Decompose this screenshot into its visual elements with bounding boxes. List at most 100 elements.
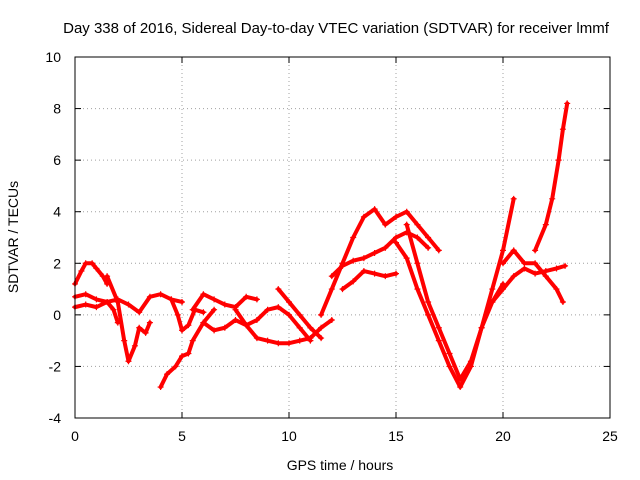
y-axis-label: SDTVAR / TECUs	[5, 181, 21, 293]
data-point	[500, 260, 506, 267]
data-point	[200, 291, 207, 298]
data-point	[275, 340, 282, 347]
data-point	[157, 291, 164, 298]
data-point	[435, 247, 442, 254]
data-point	[553, 286, 560, 293]
data-point	[164, 371, 171, 378]
series-trace-5	[157, 306, 218, 391]
data-point	[360, 268, 367, 275]
data-point	[489, 298, 496, 305]
data-point	[457, 376, 464, 383]
data-point	[532, 260, 539, 267]
data-point	[435, 337, 442, 344]
data-point	[425, 298, 432, 305]
data-point	[371, 206, 378, 213]
data-point	[510, 273, 517, 280]
data-point	[264, 337, 271, 344]
data-point	[564, 100, 571, 107]
data-point	[221, 324, 228, 331]
series-trace-line	[533, 101, 570, 253]
data-point	[211, 327, 218, 334]
y-tick-label: 0	[53, 307, 61, 323]
data-point	[350, 257, 357, 264]
x-tick-labels: 0 5 10 15 20 25	[71, 428, 618, 444]
data-point	[189, 306, 196, 313]
data-point	[200, 319, 207, 326]
x-tick-label: 15	[388, 428, 404, 444]
series-trace-17	[489, 262, 569, 305]
y-tick-label: 8	[53, 101, 61, 117]
data-point	[382, 273, 389, 280]
data-point	[350, 234, 357, 241]
data-point	[393, 234, 399, 241]
data-point	[189, 337, 196, 344]
data-point	[89, 260, 96, 267]
data-point	[275, 304, 282, 311]
y-tick-label: -2	[49, 358, 62, 374]
data-point	[93, 296, 100, 303]
data-point	[549, 195, 556, 202]
data-point	[286, 340, 292, 347]
data-point	[371, 270, 378, 277]
data-point	[328, 273, 335, 280]
data-point	[82, 301, 89, 308]
data-point	[328, 317, 335, 324]
data-point	[307, 324, 314, 331]
data-point	[142, 329, 149, 336]
data-point	[446, 363, 453, 370]
series-trace-line	[158, 307, 217, 390]
data-point	[125, 358, 132, 365]
y-tick-label: 10	[45, 49, 61, 65]
data-point	[82, 291, 89, 298]
data-point	[104, 298, 111, 305]
data-point	[136, 309, 143, 316]
data-point	[393, 213, 399, 220]
data-point	[532, 247, 539, 254]
data-point	[179, 298, 185, 305]
data-point	[478, 324, 485, 331]
data-point	[521, 265, 528, 272]
x-tick-label: 25	[602, 428, 618, 444]
data-point	[253, 317, 260, 324]
data-point	[414, 286, 421, 293]
y-tick-label: 6	[53, 152, 61, 168]
data-point	[425, 244, 432, 251]
data-point	[296, 311, 303, 318]
series-trace-4	[104, 273, 153, 365]
data-point	[318, 311, 325, 318]
data-point	[172, 363, 179, 370]
data-point	[360, 213, 367, 220]
series-trace-6	[168, 296, 207, 334]
data-point	[521, 260, 528, 267]
data-point	[174, 311, 181, 318]
data-point	[232, 306, 239, 313]
data-point	[414, 234, 421, 241]
data-point	[93, 304, 100, 311]
data-point	[393, 270, 399, 277]
chart-title: Day 338 of 2016, Sidereal Day-to-day VTE…	[63, 20, 610, 37]
data-point	[286, 298, 292, 305]
data-point	[146, 293, 153, 300]
data-point	[296, 324, 303, 331]
data-point	[339, 262, 346, 269]
data-point	[393, 239, 399, 246]
data-point	[318, 335, 325, 342]
data-point	[350, 278, 357, 285]
x-tick-label: 10	[281, 428, 297, 444]
data-point	[489, 286, 496, 293]
data-point	[403, 255, 410, 262]
y-tick-labels: -4 -2 0 2 4 6 8 10	[45, 49, 61, 426]
data-point	[179, 327, 185, 334]
data-point	[275, 286, 282, 293]
series-trace-16	[500, 247, 566, 305]
data-point	[232, 317, 239, 324]
data-point	[93, 265, 100, 272]
data-point	[82, 260, 89, 267]
data-point	[555, 157, 562, 164]
data-point	[243, 293, 250, 300]
data-point	[296, 337, 303, 344]
series-trace-line	[105, 274, 152, 364]
data-point	[131, 342, 138, 349]
